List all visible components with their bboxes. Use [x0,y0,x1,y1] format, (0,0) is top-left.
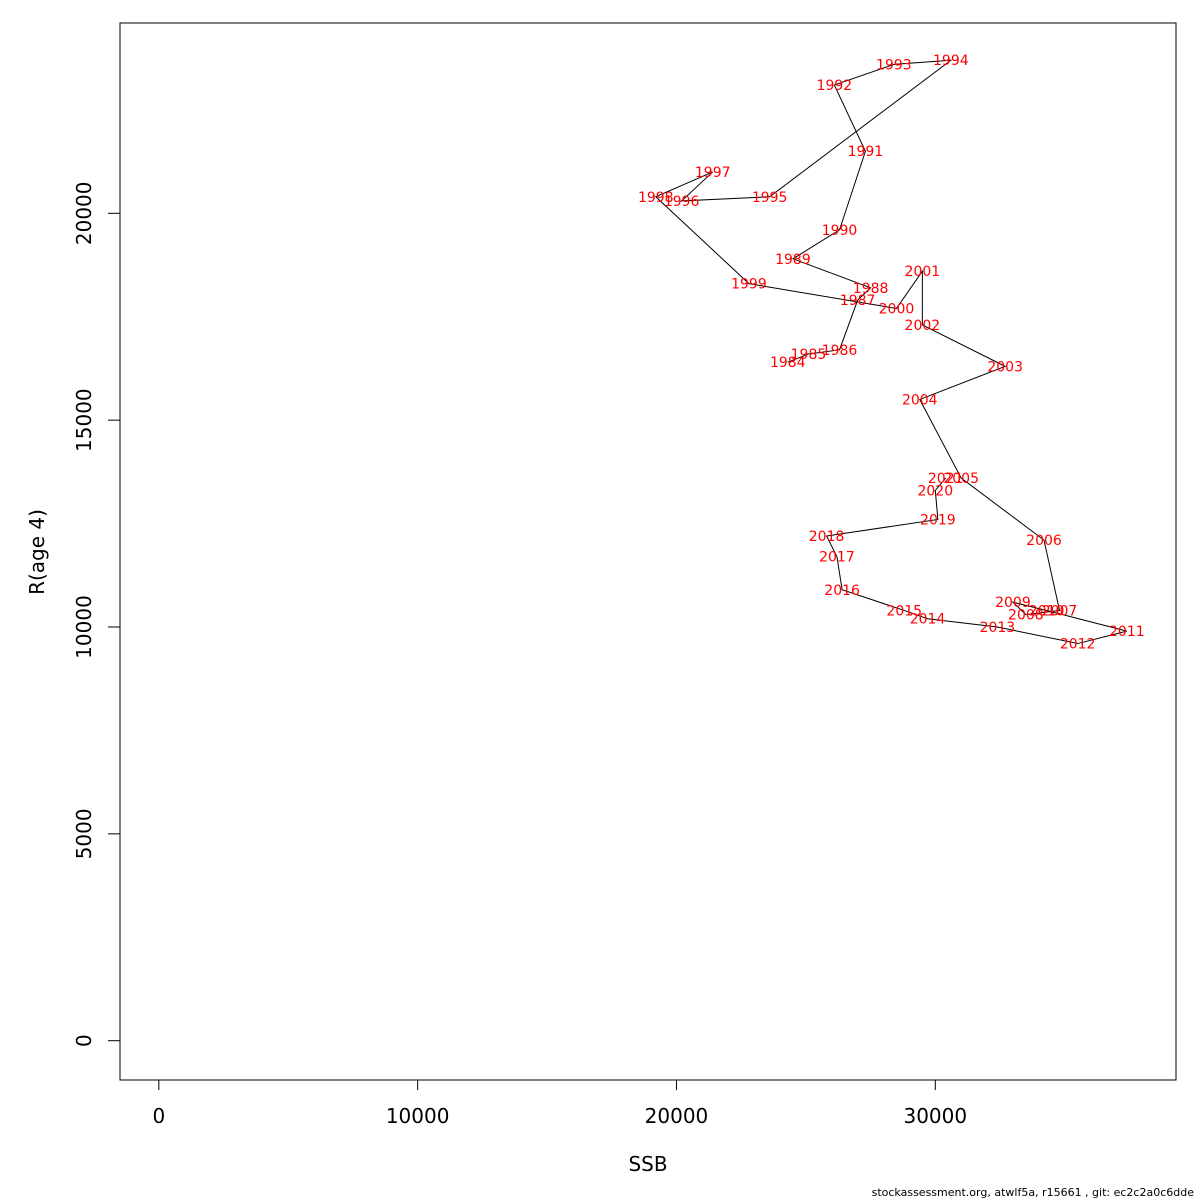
y-tick-label: 0 [72,1034,96,1047]
year-label-2001: 2001 [905,264,941,280]
year-label-1985: 1985 [791,347,827,363]
year-label-1998: 1998 [638,190,674,206]
year-label-1993: 1993 [876,57,912,73]
year-label-2011: 2011 [1109,624,1145,640]
y-tick-label: 10000 [72,595,96,659]
year-label-2015: 2015 [886,603,922,619]
year-label-2005: 2005 [943,471,979,487]
x-axis-title: SSB [628,1152,667,1176]
year-label-2006: 2006 [1026,533,1062,549]
year-label-1996: 1996 [664,194,700,210]
year-label-2017: 2017 [819,550,855,566]
year-label-2013: 2013 [980,620,1016,636]
year-label-1984: 1984 [770,355,806,371]
footer-credit: stockassessment.org, atwlf5a, r15661 , g… [871,1186,1194,1199]
year-label-1990: 1990 [822,223,858,239]
year-label-2000: 2000 [879,301,915,317]
year-label-2020: 2020 [917,483,953,499]
ssb-recruitment-trajectory-line [654,59,1127,645]
x-tick-label: 0 [152,1104,165,1128]
year-label-2019: 2019 [920,512,956,528]
year-label-2014: 2014 [910,612,946,628]
x-axis: 0 10000 20000 30000 [152,1079,967,1128]
y-tick-label: 15000 [72,388,96,452]
y-tick-label: 5000 [72,808,96,859]
year-label-1989: 1989 [775,252,811,268]
year-label-2010: 2010 [1029,603,1065,619]
year-label-2002: 2002 [905,318,941,334]
year-label-1988: 1988 [853,281,889,297]
year-label-2003: 2003 [987,359,1023,375]
year-label-1987: 1987 [840,293,876,309]
year-label-1992: 1992 [817,78,853,94]
plot-frame [119,22,1177,1081]
year-label-2012: 2012 [1060,637,1096,653]
year-label-1995: 1995 [752,190,788,206]
x-tick-label: 30000 [903,1104,967,1128]
y-tick-label: 20000 [72,181,96,245]
y-axis-title: R(age 4) [25,509,49,595]
x-tick-label: 10000 [386,1104,450,1128]
year-label-2004: 2004 [902,392,938,408]
year-label-2016: 2016 [824,583,860,599]
year-label-2007: 2007 [1042,603,1078,619]
year-label-1986: 1986 [822,343,858,359]
y-axis: 0 5000 10000 15000 20000 [72,181,121,1047]
year-label-2008: 2008 [1008,608,1044,624]
x-tick-label: 20000 [645,1104,709,1128]
year-label-2018: 2018 [809,529,845,545]
year-label-1997: 1997 [695,165,731,181]
year-label-1999: 1999 [731,277,767,293]
year-label-1994: 1994 [933,53,969,69]
year-label-2009: 2009 [995,595,1031,611]
year-label-2021: 2021 [928,471,964,487]
year-label-1991: 1991 [848,144,884,160]
